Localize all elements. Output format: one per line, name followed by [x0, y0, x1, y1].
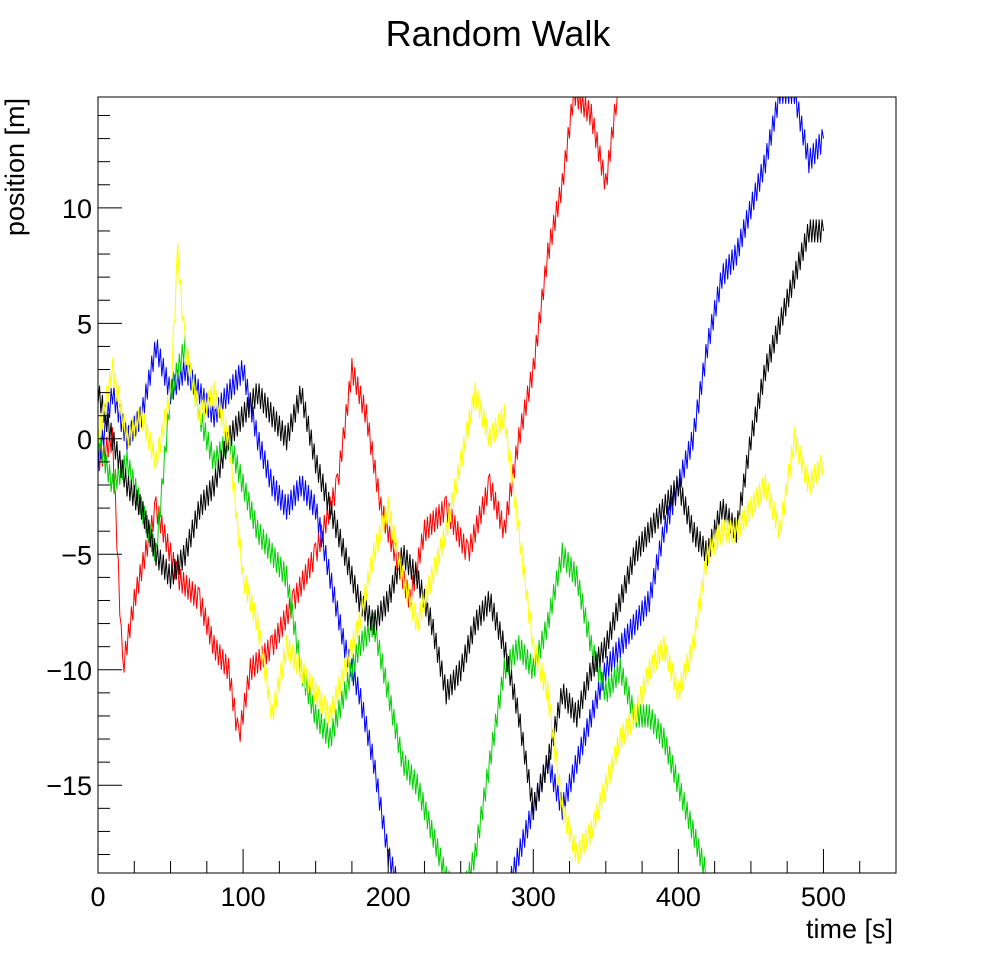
y-axis: −15 −10 −5 0 5 10: [46, 114, 122, 856]
series-line-3: [98, 219, 824, 820]
x-axis: 0 100 200 300 400 500: [90, 849, 897, 912]
series-line-4: [98, 242, 824, 864]
x-tick-label: 200: [366, 882, 411, 912]
series-line-2: [98, 334, 706, 873]
x-tick-label: 0: [90, 882, 105, 912]
x-tick-label: 300: [511, 882, 556, 912]
x-tick-label: 400: [656, 882, 701, 912]
x-axis-label: time [s]: [806, 914, 893, 944]
y-tick-label: −10: [46, 656, 92, 686]
y-tick-label: −5: [61, 540, 92, 570]
y-axis-label: position [m]: [0, 98, 30, 236]
y-tick-label: 0: [77, 425, 92, 455]
chart-title: Random Walk: [386, 13, 612, 54]
series-line-1: [98, 97, 824, 873]
y-tick-label: −15: [46, 771, 92, 801]
y-tick-label: 10: [62, 194, 92, 224]
series-group: [98, 97, 824, 873]
x-tick-label: 100: [221, 882, 266, 912]
plot-frame: [97, 96, 897, 874]
y-tick-label: 5: [77, 309, 92, 339]
series-line-0: [98, 97, 618, 742]
x-tick-label: 500: [801, 882, 846, 912]
